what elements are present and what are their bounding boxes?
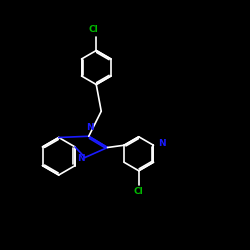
- Text: N: N: [77, 154, 84, 163]
- Text: Cl: Cl: [89, 25, 99, 34]
- Text: N: N: [158, 140, 166, 148]
- Text: Cl: Cl: [134, 187, 143, 196]
- Text: N: N: [86, 123, 94, 132]
